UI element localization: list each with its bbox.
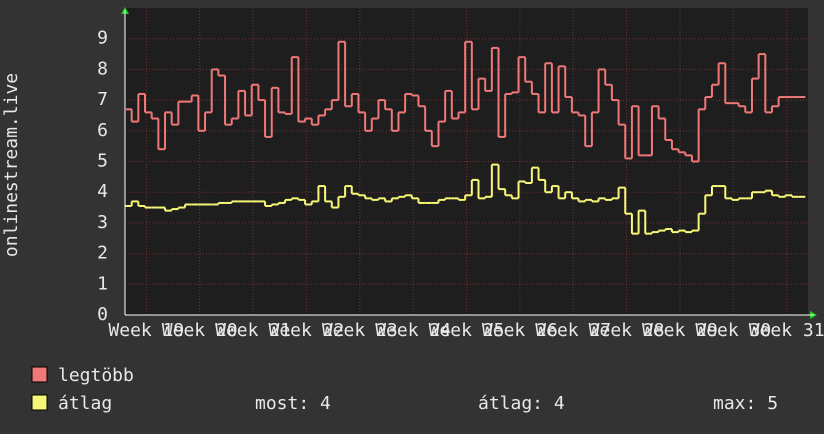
stat: most: 4 — [255, 393, 331, 414]
x-tick-label: Week 24 — [375, 320, 451, 341]
legend-label: átlag — [58, 393, 112, 414]
x-tick-label: Week 20 — [162, 320, 238, 341]
x-tick-label: Week 22 — [268, 320, 344, 341]
x-tick-label: Week 28 — [589, 320, 665, 341]
y-axis-label: onlinestream.live — [1, 73, 22, 257]
y-tick-label: 8 — [97, 58, 108, 79]
y-tick-label: 2 — [97, 243, 108, 264]
x-tick-label: Week 29 — [642, 320, 718, 341]
stat-value: 5 — [767, 393, 778, 414]
y-tick-label: 9 — [97, 28, 108, 49]
stat: max: 5 — [713, 393, 778, 414]
x-tick-label: Week 27 — [535, 320, 611, 341]
y-tick-label: 5 — [97, 151, 108, 172]
y-tick-label: 4 — [97, 181, 108, 202]
x-tick-label: Week 26 — [482, 320, 558, 341]
stat-label: max: — [713, 393, 756, 414]
x-tick-label: Week 21 — [215, 320, 291, 341]
plot-lines — [125, 40, 806, 235]
stat: átlag: 4 — [478, 393, 565, 414]
stat-label: átlag: — [478, 393, 543, 414]
legend-swatch — [31, 366, 48, 383]
stat-value: 4 — [554, 393, 565, 414]
stat-label: most: — [255, 393, 309, 414]
y-tick-label: 3 — [97, 212, 108, 233]
legend-swatch — [31, 394, 48, 411]
x-tick-label: Week 30 — [695, 320, 771, 341]
y-tick-label: 7 — [97, 89, 108, 110]
legend-label: legtöbb — [58, 365, 134, 386]
y-tick-label: 1 — [97, 273, 108, 294]
x-tick-label: Week 23 — [322, 320, 398, 341]
y-tick-label: 6 — [97, 120, 108, 141]
x-tick-label: Week 25 — [429, 320, 505, 341]
stat-value: 4 — [320, 393, 331, 414]
x-tick-label: Week 19 — [108, 320, 184, 341]
x-tick-label: Week 31 — [749, 320, 824, 341]
y-tick-label: 0 — [97, 304, 108, 325]
